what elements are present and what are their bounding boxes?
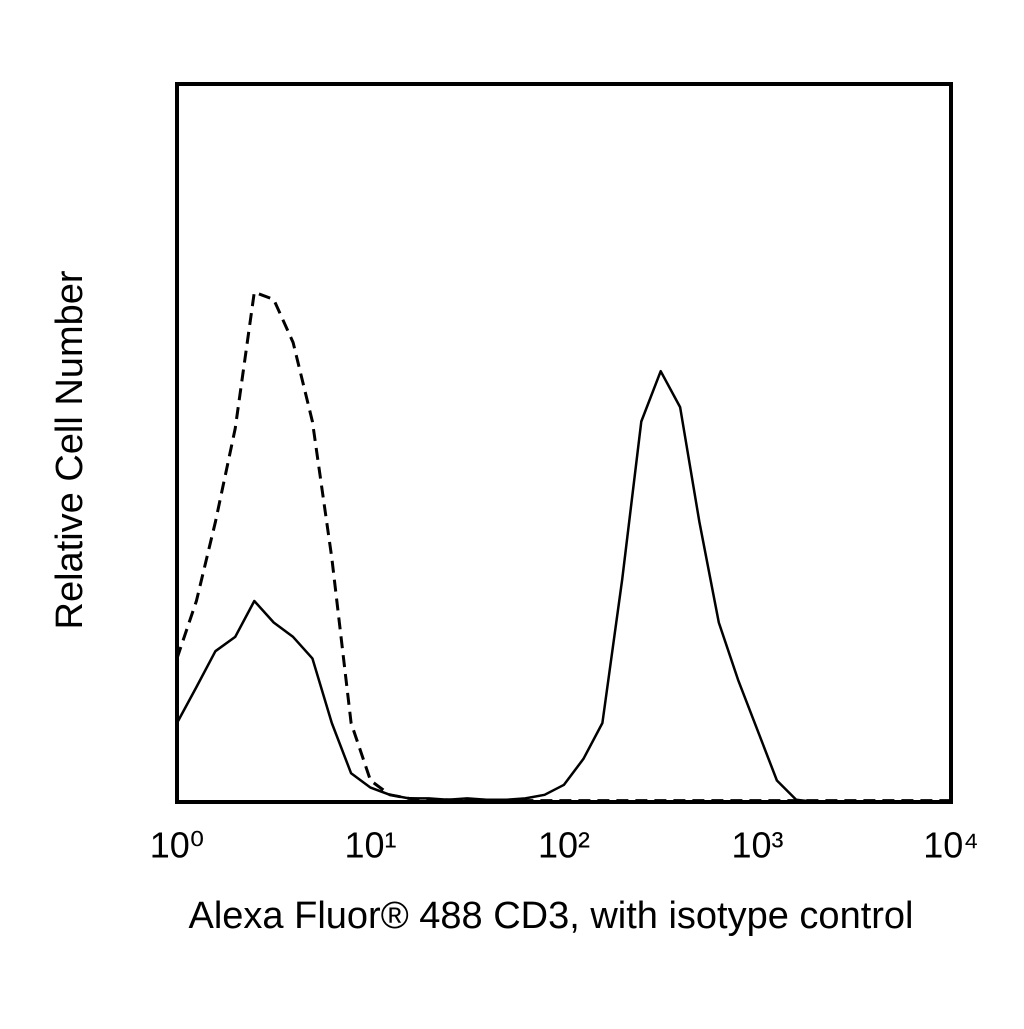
x-tick-label: 10⁴ bbox=[923, 825, 979, 866]
histogram-line bbox=[175, 369, 951, 804]
histogram-line bbox=[175, 290, 951, 803]
plot-frame bbox=[175, 82, 953, 804]
x-axis-label: Alexa Fluor® 488 CD3, with isotype contr… bbox=[189, 895, 914, 937]
x-tick-label: 10³ bbox=[731, 825, 783, 866]
x-tick-label: 10¹ bbox=[344, 825, 396, 866]
x-tick-label: 10² bbox=[538, 825, 590, 866]
x-tick-label: 10⁰ bbox=[150, 825, 204, 866]
y-axis-label: Relative Cell Number bbox=[49, 270, 91, 629]
